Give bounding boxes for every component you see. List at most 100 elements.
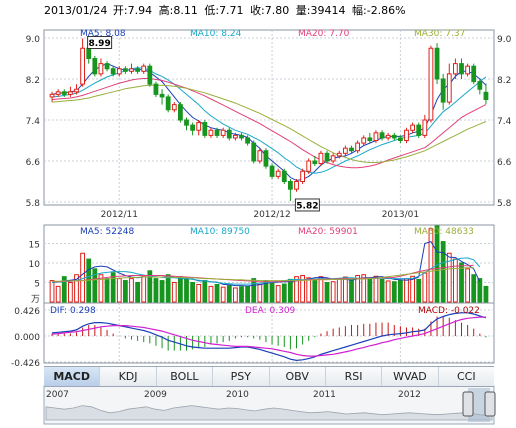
timeline-area: [45, 405, 493, 421]
candle-body: [202, 122, 208, 136]
timeline-left-handle[interactable]: [462, 391, 474, 417]
price-annotation-box: [87, 36, 113, 50]
candle-body: [446, 73, 452, 103]
candle-body: [294, 181, 299, 190]
volume-bar: [287, 278, 293, 303]
tab-wvad[interactable]: WVAD: [382, 367, 439, 386]
volume-bar: [300, 274, 306, 303]
volume-y-tick: 10: [29, 260, 41, 270]
candle-body: [379, 132, 385, 139]
header-close-label: 收:: [250, 3, 265, 17]
price-legend-ma30: MA30: 7.37: [414, 29, 465, 39]
price-x-tick: 2012/11: [101, 210, 138, 220]
candle-body: [110, 68, 116, 75]
timeline-right-handle[interactable]: [484, 391, 496, 417]
volume-bar: [324, 282, 330, 303]
volume-bar: [440, 241, 446, 303]
volume-ma30-line: [52, 267, 474, 282]
price-layer: 9.0 9.0 8.2 8.2 7.4 7.4 6.6 6.6 5.8 5.8 2012/11 201…: [26, 29, 512, 220]
volume-bar: [275, 285, 281, 303]
volume-bar: [336, 278, 342, 303]
volume-legend-ma20: MA20: 59901: [298, 227, 358, 237]
tab-rsi[interactable]: RSI: [325, 367, 383, 386]
volume-bar: [404, 278, 409, 303]
header-low: 7.71: [219, 4, 244, 17]
price-x-tick: 2013/01: [382, 210, 419, 220]
volume-bar: [465, 268, 471, 303]
header-change: -2.86%: [367, 4, 406, 17]
volume-bar: [67, 282, 73, 303]
price-legend-ma10: MA10: 8.24: [190, 29, 242, 39]
price-legend-ma20: MA20: 7.70: [298, 29, 350, 39]
candle-body: [410, 124, 416, 131]
candle-body: [349, 147, 354, 152]
candle-body: [342, 147, 348, 154]
tab-psy[interactable]: PSY: [213, 367, 270, 386]
tab-cci[interactable]: CCI: [438, 367, 494, 386]
candle-body: [440, 78, 446, 103]
price-annotation-box: [294, 198, 320, 212]
price-y-tick-right: 6.6: [497, 158, 512, 168]
volume-bar: [226, 285, 232, 303]
volume-bar: [367, 277, 373, 303]
tab-boll[interactable]: BOLL: [156, 367, 214, 386]
candle-body: [208, 129, 214, 136]
volume-bar: [281, 283, 287, 303]
price-y-tick-right: 7.4: [497, 117, 512, 127]
candle-body: [184, 119, 189, 126]
candle-body: [361, 137, 367, 144]
candle-body: [422, 119, 428, 136]
candle-body: [55, 91, 61, 95]
volume-bar: [379, 278, 385, 303]
tab-macd[interactable]: MACD: [44, 367, 101, 386]
candle-body: [275, 170, 281, 177]
volume-bar: [202, 280, 208, 303]
candle-body: [159, 93, 165, 98]
price-y-tick-left: 5.8: [26, 199, 41, 209]
volume-bar: [391, 281, 397, 303]
macd-label-dea: DEA: 0.309: [245, 306, 296, 316]
volume-bar: [74, 274, 79, 303]
volume-bar: [459, 262, 464, 303]
tab-kdj[interactable]: KDJ: [100, 367, 157, 386]
candle-body: [153, 83, 159, 95]
candle-body: [397, 137, 403, 141]
price-panel-frame: [43, 29, 495, 206]
candle-body: [385, 134, 391, 139]
header-quote: 2013/01/24 开:7.94 高:8.11 低:7.71 收:7.80 量…: [44, 3, 406, 17]
volume-bar: [410, 275, 416, 303]
price-y-tick-right: 5.8: [497, 199, 512, 209]
header-open-label: 开:: [113, 4, 128, 17]
candle-body: [312, 160, 318, 165]
volume-bar: [422, 272, 428, 303]
candle-body: [257, 150, 263, 162]
tab-obv[interactable]: OBV: [269, 367, 326, 386]
candle-body: [404, 129, 409, 141]
candle-body: [459, 63, 464, 75]
header-date: 2013/01/24: [44, 4, 107, 17]
volume-bar: [171, 282, 177, 303]
candle-body: [367, 137, 373, 141]
candle-body: [416, 124, 422, 136]
candle-body: [165, 96, 171, 111]
candle-body: [318, 152, 324, 165]
candle-body: [147, 65, 153, 85]
candle-body: [190, 124, 196, 131]
volume-bar: [477, 278, 483, 303]
candle-body: [104, 63, 110, 70]
volume-unit-label: 万: [31, 295, 40, 305]
volume-bar: [294, 276, 299, 303]
price-y-tick-right: 9.0: [497, 35, 512, 45]
volume-bar: [355, 274, 361, 303]
volume-bar: [122, 280, 128, 303]
candle-body: [171, 104, 177, 111]
candle-body: [196, 122, 202, 131]
candle-body: [135, 68, 141, 72]
volume-bar: [318, 276, 324, 303]
volume-bar: [220, 286, 226, 303]
volume-bar: [177, 276, 183, 303]
volume-bar: [245, 285, 251, 303]
volume-bar: [147, 270, 153, 303]
volume-bar: [196, 283, 202, 303]
candle-body: [129, 68, 134, 72]
